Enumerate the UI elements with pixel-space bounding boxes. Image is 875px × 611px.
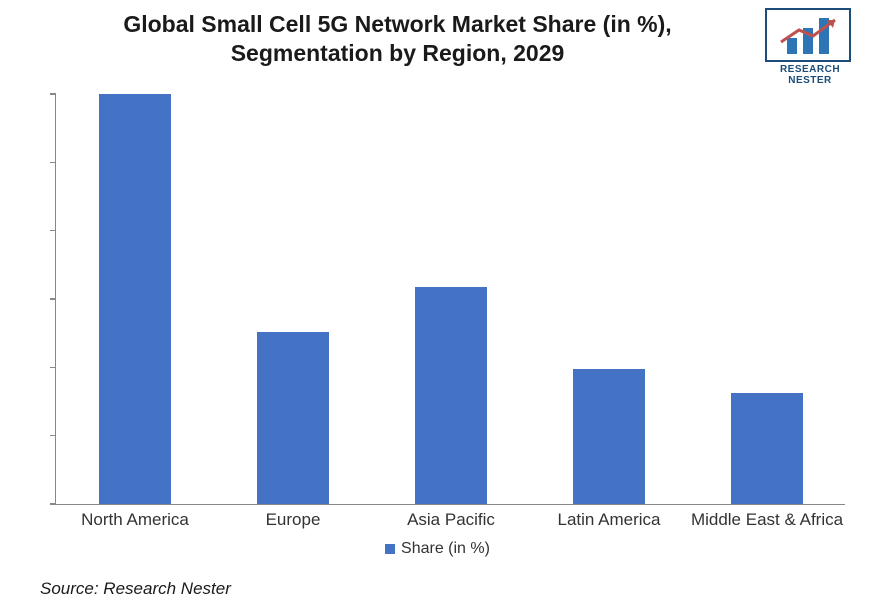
chart-bar [99,94,171,504]
brand-logo-text: RESEARCH NESTER [765,64,855,86]
x-axis-label: Asia Pacific [407,504,495,530]
legend-swatch-icon [385,544,395,554]
legend-label: Share (in %) [401,540,490,558]
brand-logo-mark [765,8,851,62]
y-axis-tick [50,367,56,369]
y-axis-tick [50,162,56,164]
y-axis-tick [50,230,56,232]
chart-title-line-1: Global Small Cell 5G Network Market Shar… [40,10,755,39]
x-axis-label: Latin America [558,504,661,530]
y-axis-tick [50,503,56,505]
x-axis-label: Europe [266,504,321,530]
y-axis-tick [50,93,56,95]
trend-arrow-icon [777,16,843,46]
chart-bar [415,287,487,504]
chart-bar [257,332,329,504]
brand-logo: RESEARCH NESTER [765,8,855,86]
y-axis-tick [50,298,56,300]
legend-item: Share (in %) [385,540,490,558]
chart-legend: Share (in %) [0,540,875,559]
x-axis-label: Middle East & Africa [691,504,843,530]
brand-name-line-2: NESTER [765,75,855,86]
chart-title-line-2: Segmentation by Region, 2029 [40,39,755,68]
chart-title: Global Small Cell 5G Network Market Shar… [0,10,875,68]
bar-chart-plot: North AmericaEuropeAsia PacificLatin Ame… [55,95,845,505]
chart-bar [731,393,803,504]
chart-bar [573,369,645,504]
y-axis-tick [50,435,56,437]
source-attribution: Source: Research Nester [40,579,231,599]
x-axis-label: North America [81,504,189,530]
brand-name-line-1: RESEARCH [765,64,855,75]
